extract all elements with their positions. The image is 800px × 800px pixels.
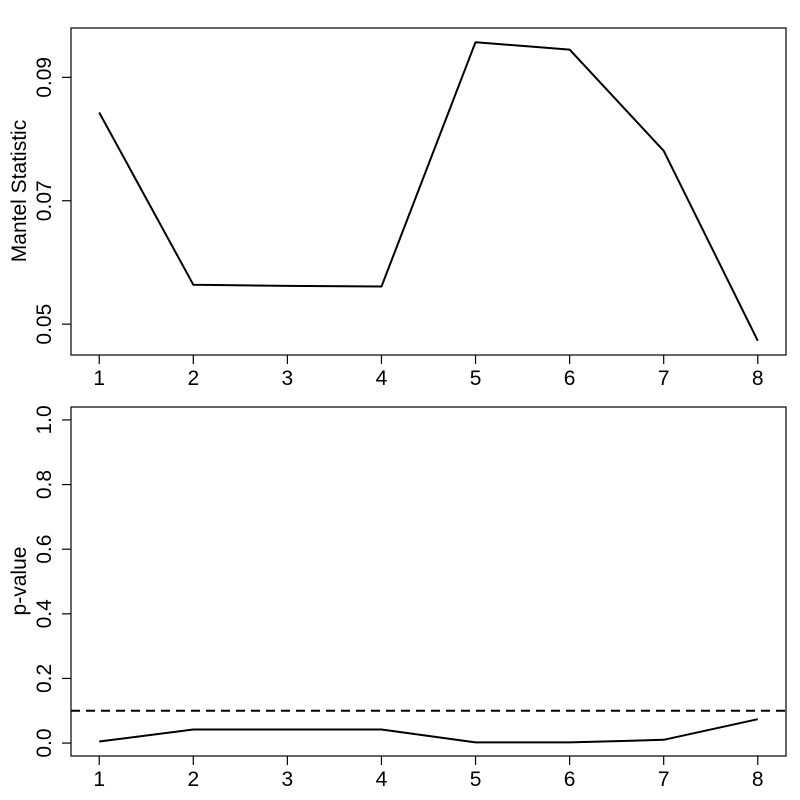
plot-frame: [70, 27, 787, 356]
x-tick-label: 3: [282, 768, 294, 791]
y-tick-label: 0.8: [33, 470, 56, 499]
y-tick-label: 0.6: [33, 535, 56, 564]
x-tick-label: 1: [93, 367, 105, 390]
data-lines: [99, 718, 759, 744]
y-tick-label: 1.0: [33, 405, 56, 434]
x-tick-label: 5: [470, 768, 482, 791]
x-ticks: 1 2 3 4 5 6 7 8: [93, 756, 764, 791]
x-tick-label: 8: [752, 768, 764, 791]
y-tick-label: 0.0: [33, 728, 56, 757]
mantel-statistic-panel: Mantel Statistic 0.05 0.07 0.09 1 2 3 4 5 6 7 8: [8, 27, 787, 390]
x-tick-label: 6: [564, 367, 576, 390]
x-tick-label: 2: [187, 367, 199, 390]
x-tick-label: 4: [376, 768, 388, 791]
series-line: [98, 41, 759, 342]
x-tick-label: 7: [658, 367, 670, 390]
data-lines: [98, 41, 759, 342]
y-tick-label: 0.09: [33, 57, 56, 98]
y-ticks: 0.05 0.07 0.09: [33, 57, 71, 345]
x-tick-label: 3: [282, 367, 294, 390]
p-value-panel: p-value 0.0 0.2 0.4 0.6 0.8 1.0 1 2 3 4 5 6 7 8: [8, 405, 787, 791]
x-tick-label: 5: [470, 367, 482, 390]
y-tick-label: 0.07: [33, 180, 56, 221]
x-tick-label: 8: [752, 367, 764, 390]
x-tick-label: 1: [93, 768, 105, 791]
y-axis-label: p-value: [8, 547, 31, 616]
y-axis-label: Mantel Statistic: [8, 120, 31, 262]
y-ticks: 0.0 0.2 0.4 0.6 0.8 1.0: [33, 405, 71, 758]
y-tick-label: 0.05: [33, 304, 56, 345]
x-ticks: 1 2 3 4 5 6 7 8: [93, 355, 764, 390]
x-tick-label: 4: [376, 367, 388, 390]
y-tick-label: 0.2: [33, 664, 56, 693]
x-tick-label: 6: [564, 768, 576, 791]
series-line: [99, 718, 759, 744]
plot-frame: [70, 406, 787, 757]
x-tick-label: 7: [658, 768, 670, 791]
y-tick-label: 0.4: [33, 599, 56, 629]
x-tick-label: 2: [187, 768, 199, 791]
